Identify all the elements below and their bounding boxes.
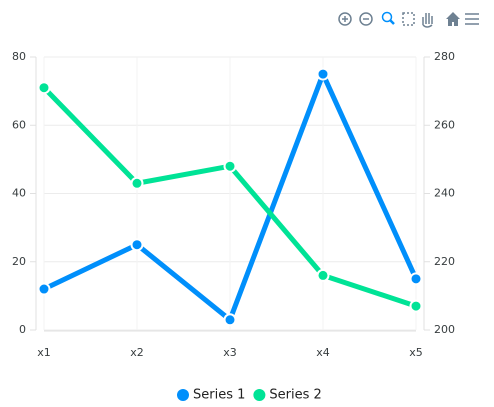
data-point xyxy=(37,81,51,95)
y2-tick-label: 220 xyxy=(434,255,455,268)
y-tick-label: 20 xyxy=(12,255,26,268)
legend-label: Series 2 xyxy=(269,388,321,403)
data-point xyxy=(223,313,237,327)
legend-label: Series 1 xyxy=(193,388,245,403)
y-tick-label: 0 xyxy=(19,323,26,336)
zoom-in-button[interactable] xyxy=(338,12,352,26)
legend-marker xyxy=(177,389,189,401)
pan-button[interactable] xyxy=(422,13,433,28)
y-tick-label: 80 xyxy=(12,50,26,63)
x-tick-label: x4 xyxy=(316,346,330,359)
data-point xyxy=(37,282,51,296)
legend: Series 1 Series 2 xyxy=(177,388,322,403)
y2-tick-label: 260 xyxy=(434,118,455,131)
data-point xyxy=(223,159,237,173)
y-tick-label: 40 xyxy=(12,187,26,200)
data-point xyxy=(316,268,330,282)
y2-tick-label: 240 xyxy=(434,187,455,200)
legend-marker xyxy=(253,389,266,401)
data-point xyxy=(130,176,144,190)
y-tick-label: 60 xyxy=(12,118,26,131)
reset-button[interactable] xyxy=(446,12,460,26)
data-point xyxy=(409,272,423,286)
toolbar xyxy=(338,11,479,28)
y2-tick-label: 280 xyxy=(434,50,455,63)
x-tick-label: x5 xyxy=(409,346,423,359)
x-tick-label: x1 xyxy=(37,346,51,359)
data-point xyxy=(409,299,423,313)
y2-tick-label: 200 xyxy=(434,323,455,336)
legend-item[interactable]: Series 2 xyxy=(253,388,322,403)
zoom-out-button[interactable] xyxy=(359,12,373,26)
legend-item[interactable]: Series 1 xyxy=(177,388,245,403)
x-tick-label: x2 xyxy=(130,346,144,359)
selection-zoom-button[interactable] xyxy=(381,11,395,25)
menu-button[interactable] xyxy=(465,13,479,25)
x-tick-label: x3 xyxy=(223,346,237,359)
data-point xyxy=(316,67,330,81)
selection-button[interactable] xyxy=(402,12,415,26)
data-point xyxy=(130,238,144,252)
